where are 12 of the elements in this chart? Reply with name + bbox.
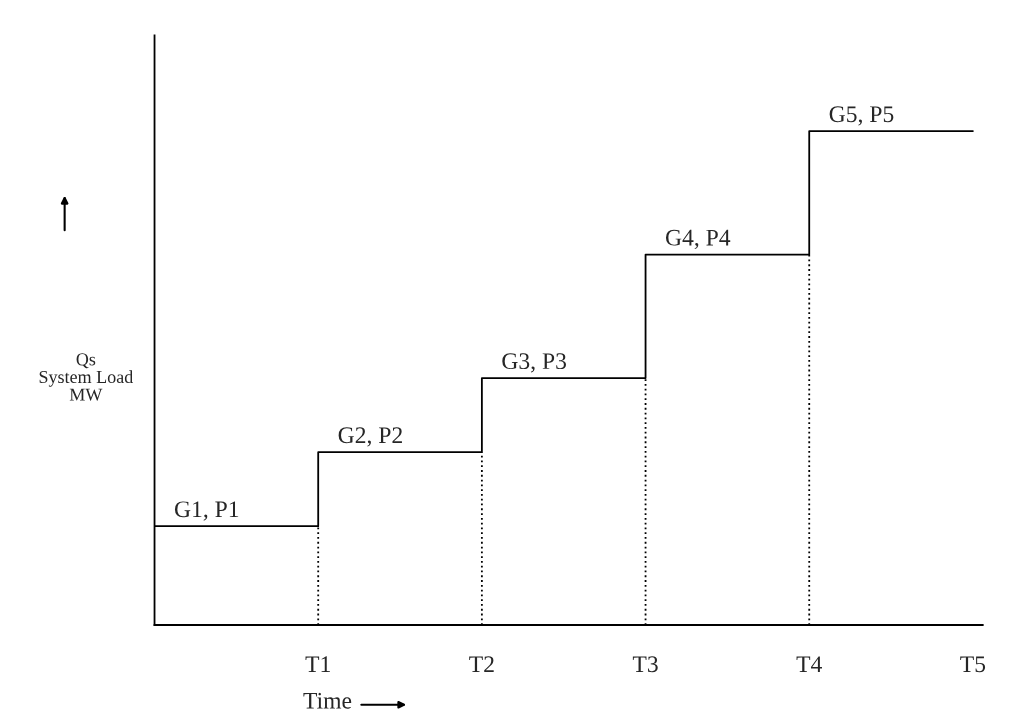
annotation: G2, P2 (338, 427, 402, 447)
annotation: G1, P1 (174, 501, 239, 521)
annotation: G4, P4 (665, 229, 731, 250)
x-tick-label: T3 (632, 656, 658, 673)
x-axis-title: Time (303, 692, 352, 709)
annotation: G3, P3 (502, 353, 566, 373)
x-tick-label: T1 (305, 656, 330, 672)
y-axis-title: Qs System Load MW (39, 353, 134, 401)
x-tick-label: T5 (960, 656, 986, 673)
annotation: G5, P5 (829, 106, 894, 126)
x-tick-label: T4 (796, 656, 822, 672)
x-tick-label: T2 (469, 656, 494, 672)
